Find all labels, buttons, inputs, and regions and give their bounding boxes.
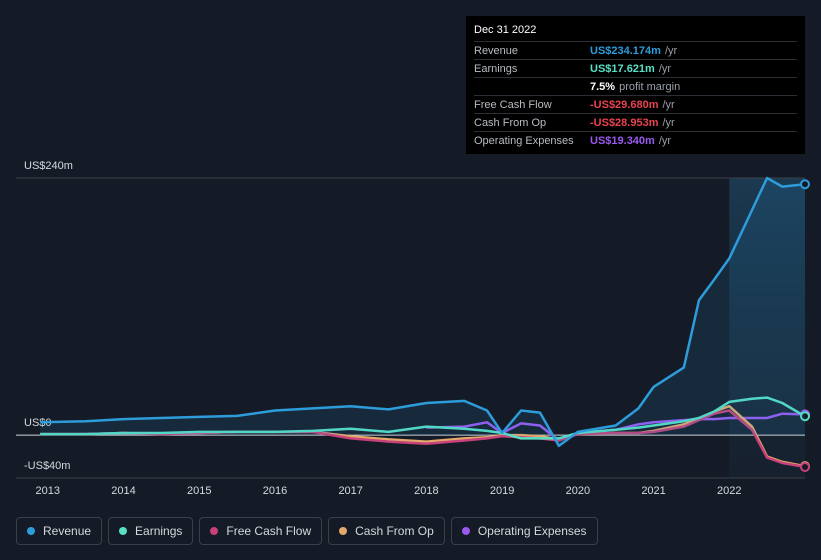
tooltip-label: Free Cash Flow [474, 98, 552, 111]
highlight-band [729, 178, 805, 478]
legend-label: Cash From Op [355, 524, 434, 538]
area [40, 178, 805, 446]
legend-item[interactable]: Revenue [16, 517, 103, 545]
legend-dot [119, 527, 128, 535]
x-tick-label: 2019 [490, 485, 514, 497]
end-point [800, 411, 810, 422]
legend-label: Free Cash Flow [226, 524, 312, 538]
legend: Revenue Earnings Free Cash Flow Cash From O… [16, 517, 598, 545]
x-tick-label: 2020 [566, 485, 590, 497]
tooltip-unit: /yr [664, 44, 678, 57]
tooltip-row: Operating Expenses US$19.340m/yr [474, 131, 797, 149]
tooltip-value: -US$29.680m [590, 98, 659, 111]
tooltip-unit: profit margin [619, 80, 681, 93]
tooltip-value: US$19.340m [590, 134, 655, 147]
y-tick-label: US$240m [24, 160, 73, 172]
legend-item[interactable]: Earnings [108, 517, 194, 545]
legend-item[interactable]: Free Cash Flow [199, 517, 323, 545]
x-tick-label: 2018 [414, 485, 438, 497]
legend-label: Operating Expenses [477, 524, 587, 538]
tooltip-row: Free Cash Flow -US$29.680m/yr [474, 95, 797, 113]
tooltip-date: Dec 31 2022 [474, 24, 537, 36]
tooltip-value: -US$28.953m [590, 116, 659, 129]
legend-dot [339, 527, 348, 535]
x-tick-label: 2016 [263, 485, 287, 497]
x-tick-label: 2022 [717, 485, 741, 497]
x-tick-label: 2021 [641, 485, 665, 497]
tooltip-row: Earnings US$17.621m/yr [474, 59, 797, 77]
tooltip-row: Cash From Op -US$28.953m/yr [474, 113, 797, 131]
legend-dot [461, 527, 470, 535]
tooltip-unit: /yr [662, 98, 675, 111]
x-tick-label: 2017 [338, 485, 362, 497]
tooltip-value: US$17.621m [590, 62, 655, 75]
tooltip-row: Revenue US$234.174m/yr [474, 41, 797, 59]
legend-dot [27, 527, 35, 535]
legend-label: Earnings [135, 524, 183, 538]
legend-label: Revenue [43, 524, 92, 538]
tooltip-unit: /yr [662, 116, 675, 129]
tooltip-unit: /yr [658, 62, 672, 75]
end-point [800, 179, 810, 190]
tooltip: Dec 31 2022 Revenue US$234.174m/yr Earning… [466, 16, 805, 154]
tooltip-value: 7.5% [590, 80, 616, 93]
x-tick-label: 2013 [36, 485, 60, 497]
line [40, 396, 806, 440]
tooltip-label: Earnings [474, 62, 518, 75]
end-point [800, 461, 810, 472]
tooltip-row: 7.5% profit margin [474, 77, 797, 95]
y-tick-label: US$0 [24, 417, 52, 429]
tooltip-value: US$234.174m [590, 44, 661, 57]
x-tick-label: 2014 [111, 485, 135, 497]
legend-item[interactable]: Cash From Op [328, 517, 445, 545]
legend-item[interactable]: Operating Expenses [450, 517, 598, 545]
y-tick-label: -US$40m [24, 460, 70, 472]
tooltip-label: Cash From Op [474, 116, 547, 129]
tooltip-unit: /yr [658, 134, 672, 147]
tooltip-label: Revenue [474, 44, 519, 57]
tooltip-label: Operating Expenses [474, 134, 574, 147]
x-tick-label: 2015 [187, 485, 211, 497]
legend-dot [210, 527, 219, 535]
line [40, 176, 806, 448]
